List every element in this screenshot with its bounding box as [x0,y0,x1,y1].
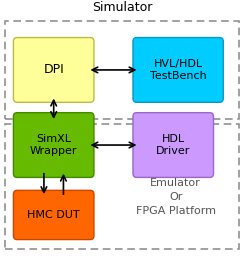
Text: Emulator
Or
FPGA Platform: Emulator Or FPGA Platform [136,178,216,216]
FancyBboxPatch shape [13,113,94,177]
FancyBboxPatch shape [133,113,214,177]
Text: SimXL
Wrapper: SimXL Wrapper [30,134,77,156]
FancyBboxPatch shape [13,190,94,240]
Text: HVL/HDL
TestBench: HVL/HDL TestBench [150,59,206,81]
FancyBboxPatch shape [13,38,94,102]
Text: HMC DUT: HMC DUT [27,210,80,220]
Text: HDL
Driver: HDL Driver [156,134,190,156]
Text: DPI: DPI [43,63,64,76]
Text: Simulator: Simulator [92,1,152,14]
FancyBboxPatch shape [133,38,223,102]
